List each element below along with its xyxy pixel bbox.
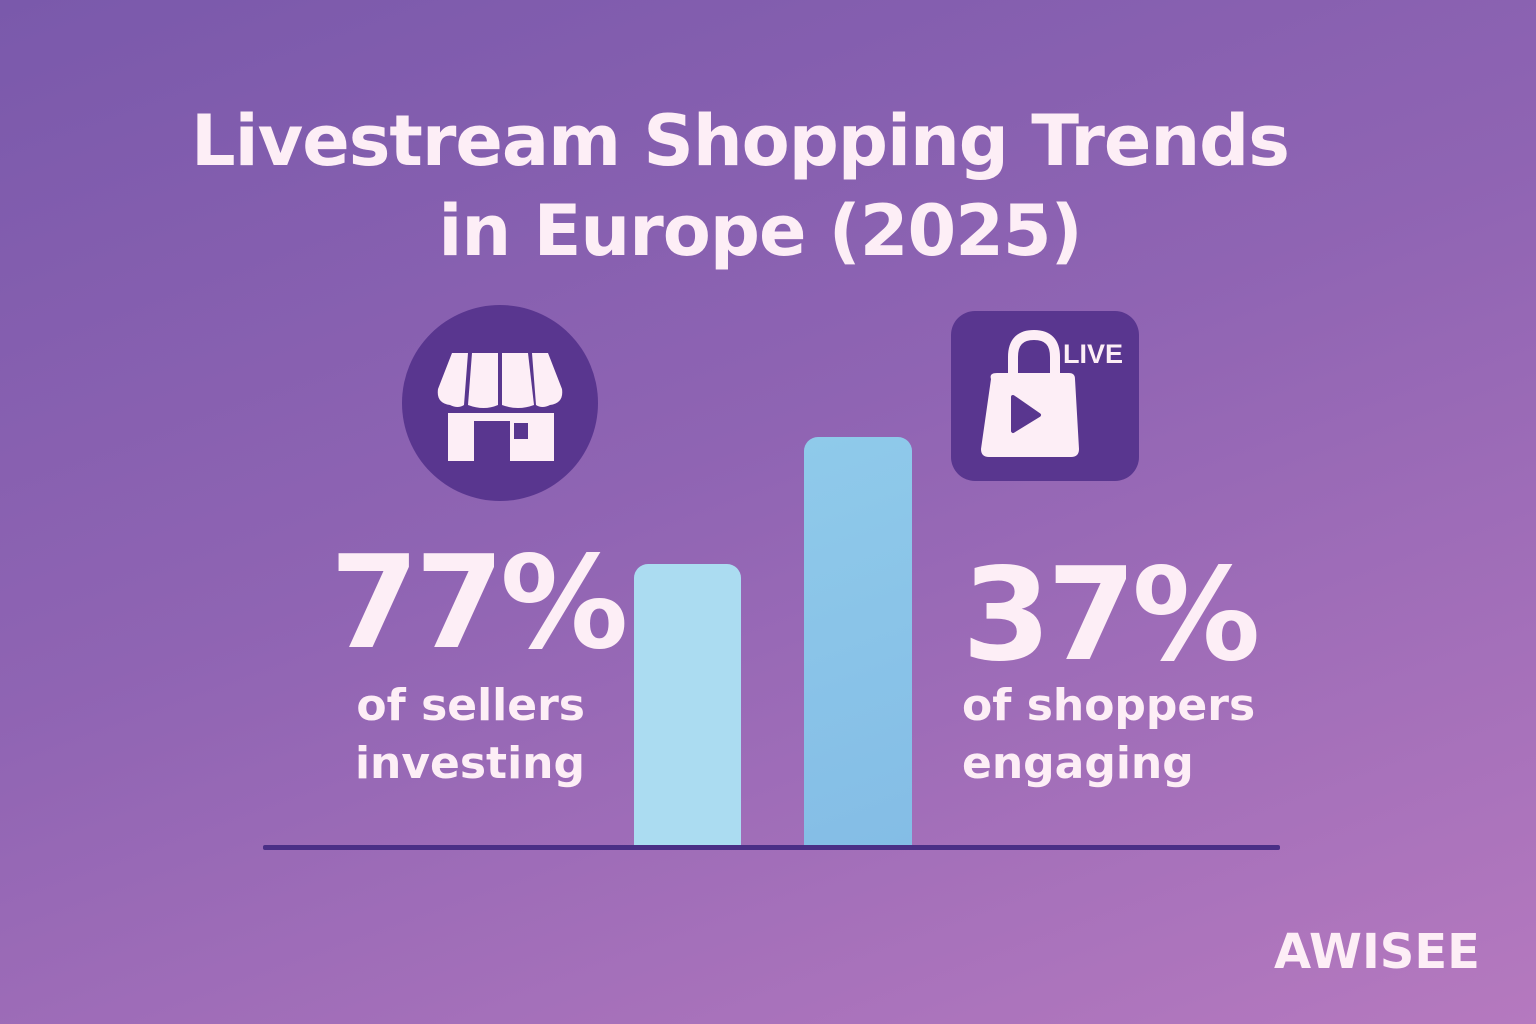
baseline	[263, 845, 1280, 850]
live-shopping-bag-icon: LIVE	[951, 311, 1139, 481]
title-line-1: Livestream Shopping Trends	[191, 100, 1290, 182]
live-badge: LIVE	[1063, 339, 1123, 369]
brand-logo: AWISEE	[1274, 924, 1480, 980]
storefront-icon	[402, 305, 598, 501]
bar-left	[634, 563, 741, 846]
bar-right	[804, 437, 912, 846]
title-line-2: in Europe (2025)	[438, 190, 1082, 272]
right-stat-line2: engaging	[962, 738, 1194, 789]
right-stat-value: 37%	[962, 541, 1260, 690]
left-stat-value: 77%	[330, 529, 628, 678]
right-stat-line1: of shoppers	[962, 680, 1256, 731]
left-stat-line1: of sellers	[356, 680, 585, 731]
left-stat-line2: investing	[354, 738, 585, 789]
